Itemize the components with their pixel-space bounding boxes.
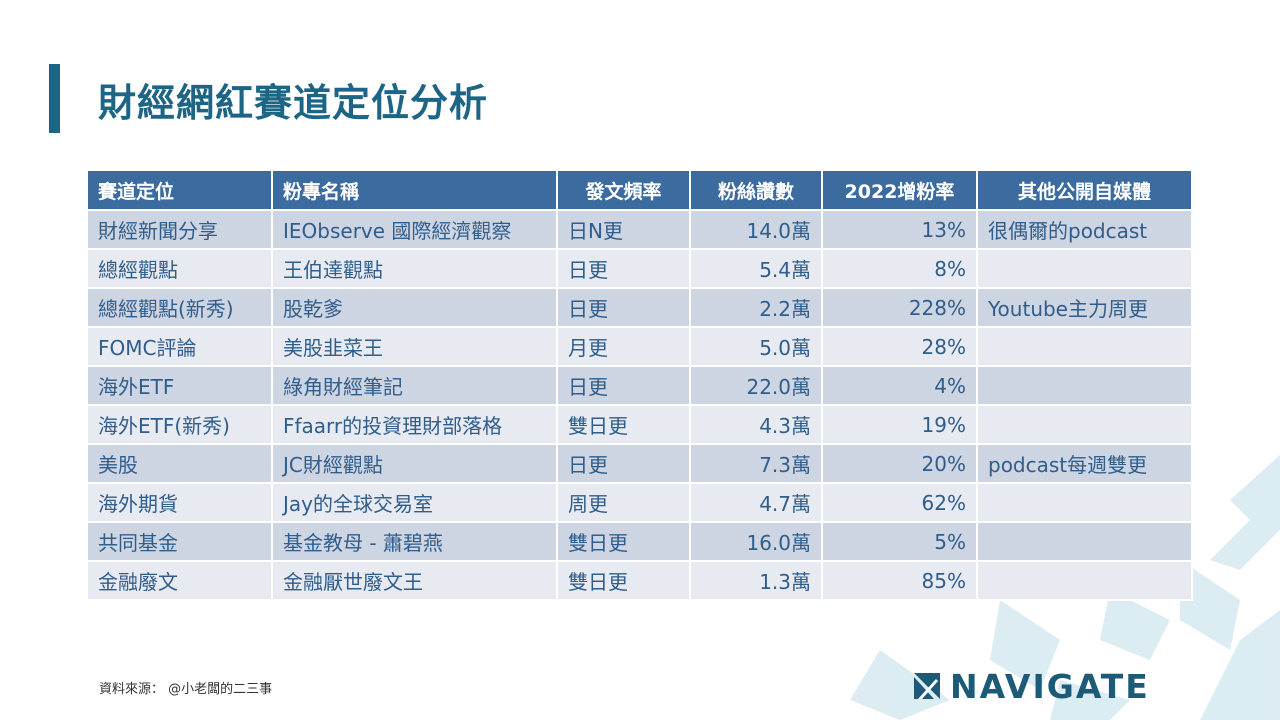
- cell-frequency: 周更: [557, 483, 691, 523]
- cell-growth: 13%: [822, 210, 978, 250]
- cell-followers: 7.3萬: [690, 444, 823, 484]
- cell-other-media: [977, 522, 1193, 562]
- cell-page-name: Ffaarr的投資理財部落格: [272, 405, 558, 445]
- cell-frequency: 日更: [557, 288, 691, 328]
- cell-other-media: Youtube主力周更: [977, 288, 1193, 328]
- cell-track: 財經新聞分享: [88, 210, 273, 250]
- header-growth: 2022增粉率: [822, 171, 978, 211]
- cell-growth: 5%: [822, 522, 978, 562]
- cell-followers: 5.0萬: [690, 327, 823, 367]
- cell-frequency: 日更: [557, 249, 691, 289]
- cell-followers: 14.0萬: [690, 210, 823, 250]
- cell-followers: 4.7萬: [690, 483, 823, 523]
- page-title: 財經網紅賽道定位分析: [98, 81, 489, 125]
- cell-frequency: 雙日更: [557, 561, 691, 601]
- table-header-row: 賽道定位 粉專名稱 發文頻率 粉絲讚數 2022增粉率 其他公開自媒體: [88, 171, 1193, 211]
- cell-frequency: 日更: [557, 366, 691, 406]
- cell-followers: 4.3萬: [690, 405, 823, 445]
- table-row: 海外ETF 綠角財經筆記 日更 22.0萬 4%: [88, 366, 1193, 406]
- cell-growth: 228%: [822, 288, 978, 328]
- cell-track: 海外ETF: [88, 366, 273, 406]
- cell-page-name: 王伯達觀點: [272, 249, 558, 289]
- cell-page-name: 美股韭菜王: [272, 327, 558, 367]
- cell-track: 金融廢文: [88, 561, 273, 601]
- cell-track: 海外期貨: [88, 483, 273, 523]
- table-row: 美股 JC財經觀點 日更 7.3萬 20% podcast每週雙更: [88, 444, 1193, 484]
- cell-other-media: podcast每週雙更: [977, 444, 1193, 484]
- cell-page-name: Jay的全球交易室: [272, 483, 558, 523]
- header-followers: 粉絲讚數: [690, 171, 823, 211]
- cell-other-media: [977, 561, 1193, 601]
- cell-page-name: 金融厭世廢文王: [272, 561, 558, 601]
- cell-page-name: JC財經觀點: [272, 444, 558, 484]
- table-row: 總經觀點(新秀) 股乾爹 日更 2.2萬 228% Youtube主力周更: [88, 288, 1193, 328]
- cell-growth: 8%: [822, 249, 978, 289]
- header-track: 賽道定位: [88, 171, 273, 211]
- cell-followers: 2.2萬: [690, 288, 823, 328]
- cell-frequency: 日N更: [557, 210, 691, 250]
- header-frequency: 發文頻率: [557, 171, 691, 211]
- cell-growth: 4%: [822, 366, 978, 406]
- cell-track: 海外ETF(新秀): [88, 405, 273, 445]
- cell-followers: 22.0萬: [690, 366, 823, 406]
- header-other-media: 其他公開自媒體: [977, 171, 1193, 211]
- navigate-logo: NAVIGATE: [912, 666, 1150, 706]
- cell-frequency: 月更: [557, 327, 691, 367]
- header-page-name: 粉專名稱: [272, 171, 558, 211]
- cell-frequency: 日更: [557, 444, 691, 484]
- cell-frequency: 雙日更: [557, 522, 691, 562]
- table-row: 總經觀點 王伯達觀點 日更 5.4萬 8%: [88, 249, 1193, 289]
- table-row: 金融廢文 金融厭世廢文王 雙日更 1.3萬 85%: [88, 561, 1193, 601]
- cell-growth: 19%: [822, 405, 978, 445]
- table-row: 海外期貨 Jay的全球交易室 周更 4.7萬 62%: [88, 483, 1193, 523]
- cell-other-media: 很偶爾的podcast: [977, 210, 1193, 250]
- cell-other-media: [977, 249, 1193, 289]
- cell-growth: 62%: [822, 483, 978, 523]
- cell-followers: 16.0萬: [690, 522, 823, 562]
- cell-frequency: 雙日更: [557, 405, 691, 445]
- table-row: 共同基金 基金教母 - 蕭碧燕 雙日更 16.0萬 5%: [88, 522, 1193, 562]
- cell-other-media: [977, 366, 1193, 406]
- cell-growth: 28%: [822, 327, 978, 367]
- table-row: 海外ETF(新秀) Ffaarr的投資理財部落格 雙日更 4.3萬 19%: [88, 405, 1193, 445]
- cell-growth: 85%: [822, 561, 978, 601]
- cell-followers: 5.4萬: [690, 249, 823, 289]
- cell-growth: 20%: [822, 444, 978, 484]
- table-row: 財經新聞分享 IEObserve 國際經濟觀察 日N更 14.0萬 13% 很偶爾的pod…: [88, 210, 1193, 250]
- cell-track: 美股: [88, 444, 273, 484]
- cell-track: 共同基金: [88, 522, 273, 562]
- navigate-logo-icon: [914, 673, 940, 699]
- cell-track: 總經觀點: [88, 249, 273, 289]
- cell-page-name: 綠角財經筆記: [272, 366, 558, 406]
- title-accent-bar: [49, 64, 60, 133]
- cell-page-name: 股乾爹: [272, 288, 558, 328]
- cell-track: FOMC評論: [88, 327, 273, 367]
- table-row: FOMC評論 美股韭菜王 月更 5.0萬 28%: [88, 327, 1193, 367]
- cell-other-media: [977, 405, 1193, 445]
- cell-followers: 1.3萬: [690, 561, 823, 601]
- cell-other-media: [977, 327, 1193, 367]
- cell-track: 總經觀點(新秀): [88, 288, 273, 328]
- cell-other-media: [977, 483, 1193, 523]
- source-note: 資料來源： @小老闆的二三事: [99, 682, 273, 697]
- cell-page-name: IEObserve 國際經濟觀察: [272, 210, 558, 250]
- cell-page-name: 基金教母 - 蕭碧燕: [272, 522, 558, 562]
- logo-text: NAVIGATE: [950, 666, 1150, 706]
- analysis-table: 賽道定位 粉專名稱 發文頻率 粉絲讚數 2022增粉率 其他公開自媒體 財經新聞…: [88, 171, 1193, 601]
